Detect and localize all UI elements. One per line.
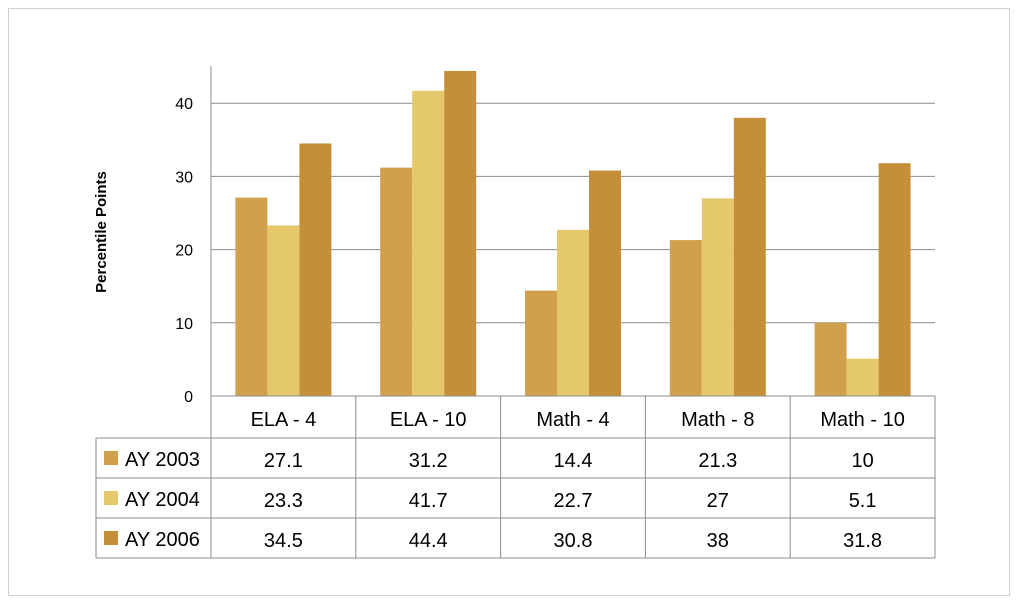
legend-swatch — [104, 531, 118, 545]
bar — [444, 70, 477, 396]
x-tick-label: Math - 4 — [536, 409, 609, 431]
legend-label: AY 2006 — [125, 529, 200, 551]
x-tick-label: ELA - 4 — [251, 409, 317, 431]
bar — [733, 117, 766, 396]
legend-label: AY 2004 — [125, 489, 200, 511]
table-cell-value: 10 — [851, 450, 873, 472]
table-cell-value: 27.1 — [264, 450, 303, 472]
table-cell-value: 27 — [707, 490, 729, 512]
bar — [814, 322, 847, 396]
bar — [412, 90, 445, 397]
bars — [235, 70, 911, 397]
table-cell-value: 31.2 — [409, 450, 448, 472]
y-tick-label: 0 — [184, 389, 193, 406]
data-table: ELA - 4 ELA - 10 Math - 4 Math - 8 Math - 10… — [95, 396, 936, 559]
bar — [380, 167, 413, 396]
legend-swatch — [104, 491, 118, 505]
chart-frame — [8, 8, 1010, 596]
bar — [669, 240, 702, 396]
table-cell-value: 31.8 — [843, 530, 882, 552]
bar — [846, 358, 879, 396]
y-tick-label: 20 — [175, 243, 193, 260]
bar — [525, 290, 557, 396]
table-cell-value: 14.4 — [554, 450, 593, 472]
table-cell-value: 30.8 — [554, 530, 593, 552]
legend-label: AY 2003 — [125, 449, 200, 471]
bar — [299, 143, 332, 396]
bar — [701, 198, 734, 396]
bar — [267, 225, 300, 396]
bar — [878, 163, 911, 396]
bar — [235, 197, 268, 396]
table-cell-value: 34.5 — [264, 530, 303, 552]
x-tick-label: Math - 10 — [820, 409, 904, 431]
bar — [557, 229, 589, 396]
y-tick-label: 40 — [175, 96, 193, 113]
table-cell-value: 23.3 — [264, 490, 303, 512]
table-cell-value: 44.4 — [409, 530, 448, 552]
table-cell-value: 5.1 — [849, 490, 877, 512]
y-axis-label: Percentile Points — [93, 171, 110, 293]
bar — [589, 170, 621, 396]
table-cell-value: 38 — [707, 530, 729, 552]
y-tick-label: 10 — [175, 316, 193, 333]
table-cell-value: 41.7 — [409, 490, 448, 512]
table-cell-value: 22.7 — [554, 490, 593, 512]
legend-swatch — [104, 451, 118, 465]
axes: 0 10 20 30 40 — [175, 66, 935, 438]
x-tick-label: ELA - 10 — [390, 409, 467, 431]
y-tick-label: 30 — [175, 169, 193, 186]
table-cell-value: 21.3 — [698, 450, 737, 472]
x-tick-label: Math - 8 — [681, 409, 754, 431]
